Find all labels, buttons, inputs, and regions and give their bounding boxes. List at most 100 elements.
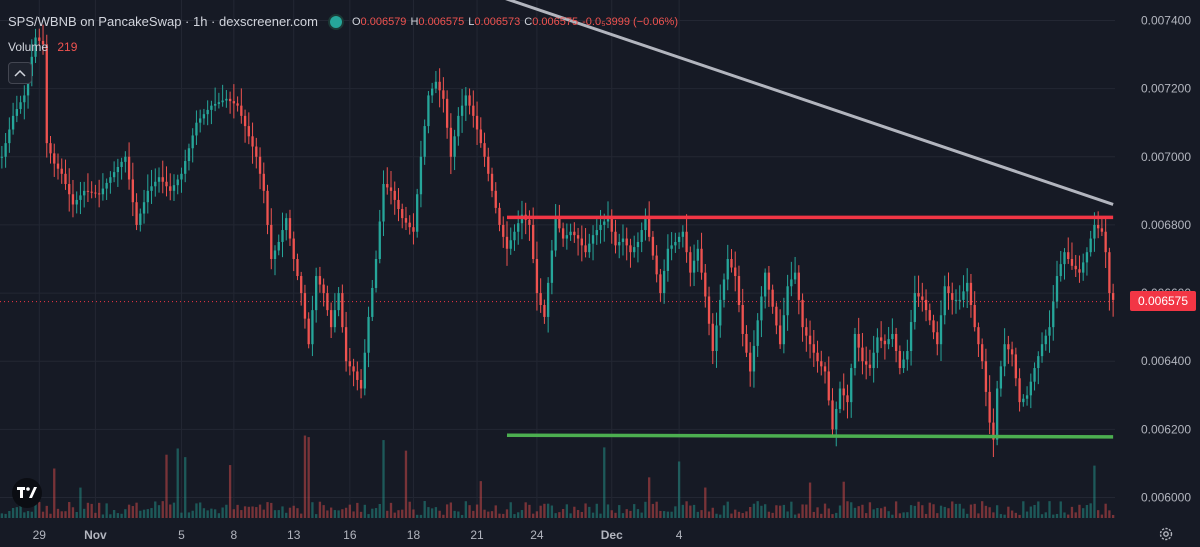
volume-bar bbox=[741, 513, 744, 518]
candle-body bbox=[479, 129, 482, 144]
candle-body bbox=[79, 195, 82, 200]
volume-bar bbox=[995, 505, 999, 518]
candle-body bbox=[329, 310, 333, 328]
candle-body bbox=[954, 299, 958, 301]
candle-body bbox=[924, 299, 928, 311]
volume-bar bbox=[154, 501, 157, 518]
candle-body bbox=[838, 388, 842, 409]
volume-bar bbox=[296, 508, 299, 518]
volume-bar bbox=[674, 506, 677, 518]
candle-body bbox=[872, 352, 875, 369]
volume-bar bbox=[778, 505, 782, 518]
candle-body bbox=[782, 315, 786, 345]
candle-body bbox=[558, 218, 561, 229]
volume-bar bbox=[281, 506, 284, 518]
candle-body bbox=[1003, 344, 1006, 367]
candle-body bbox=[700, 248, 703, 273]
collapse-legend-button[interactable] bbox=[8, 62, 32, 84]
candle-body bbox=[595, 230, 598, 236]
candle-body bbox=[154, 181, 157, 187]
volume-bar bbox=[195, 503, 198, 518]
volume-bar bbox=[1025, 511, 1029, 518]
candle-body bbox=[778, 325, 782, 345]
volume-bar bbox=[1085, 505, 1089, 518]
candle-body bbox=[1067, 252, 1070, 259]
volume-bar bbox=[865, 513, 868, 518]
volume-bar bbox=[1093, 465, 1096, 518]
candle-body bbox=[517, 223, 520, 232]
candle-body bbox=[34, 37, 37, 57]
candle-body bbox=[853, 333, 857, 369]
volume-bar bbox=[367, 514, 370, 518]
candle-body bbox=[909, 322, 913, 352]
volume-bar bbox=[442, 514, 445, 518]
time-axis: 29 Nov 5 8 13 16 18 21 24 Dec 4 bbox=[33, 528, 683, 542]
candle-body bbox=[352, 366, 355, 372]
candle-body bbox=[382, 184, 385, 222]
volume-bar bbox=[341, 509, 344, 518]
candle-body bbox=[210, 105, 213, 110]
candle-body bbox=[734, 267, 737, 277]
volume-bar bbox=[460, 514, 464, 518]
candle-body bbox=[270, 224, 273, 259]
volume-bar bbox=[599, 513, 602, 518]
volume-bar bbox=[60, 511, 63, 518]
volume-bar bbox=[763, 504, 767, 518]
price-change: -0.0₅3999 (−0.06%) bbox=[582, 15, 678, 28]
volume-bar bbox=[831, 514, 834, 518]
volume-bar bbox=[165, 454, 168, 518]
volume-bar bbox=[614, 512, 617, 518]
volume-bar bbox=[101, 514, 105, 518]
volume-bar bbox=[681, 504, 685, 518]
gear-icon[interactable] bbox=[1158, 526, 1174, 542]
candle-body bbox=[543, 305, 546, 317]
volume-bar bbox=[457, 511, 460, 518]
tradingview-logo-icon[interactable] bbox=[12, 478, 42, 508]
candle-body bbox=[157, 177, 161, 182]
candle-body bbox=[49, 143, 52, 154]
candle-body bbox=[662, 270, 666, 294]
volume-bar bbox=[41, 511, 45, 518]
volume-bar bbox=[94, 512, 97, 518]
volume-bar bbox=[898, 513, 902, 518]
volume-bar bbox=[969, 504, 973, 518]
candle-body bbox=[120, 161, 123, 167]
candle-body bbox=[453, 136, 456, 157]
volume-bar bbox=[767, 511, 771, 518]
candle-body bbox=[745, 333, 748, 353]
candle-body bbox=[112, 172, 116, 178]
volume-bar bbox=[430, 508, 434, 518]
candle-body bbox=[1044, 335, 1047, 345]
volume-bar bbox=[850, 502, 853, 518]
volume-bar bbox=[75, 511, 78, 518]
candle-body bbox=[1082, 262, 1085, 273]
candle-body bbox=[213, 103, 217, 106]
volume-bar bbox=[595, 503, 598, 518]
candle-body bbox=[599, 224, 602, 231]
volume-bar bbox=[749, 506, 752, 518]
candle-body bbox=[161, 177, 164, 182]
candle-body bbox=[887, 339, 890, 345]
ohlc-close-key: C bbox=[524, 15, 533, 28]
volume-bar bbox=[981, 501, 984, 518]
volume-bar bbox=[236, 504, 239, 518]
candle-body bbox=[449, 127, 453, 157]
volume-bar bbox=[412, 509, 415, 518]
volume-bar bbox=[438, 510, 441, 518]
candle-body bbox=[625, 238, 628, 246]
candle-body bbox=[135, 202, 138, 225]
candle-body bbox=[569, 231, 572, 236]
candle-body bbox=[142, 202, 146, 214]
volume-bar bbox=[434, 507, 438, 518]
volume-bar bbox=[356, 502, 359, 518]
time-tick-label: 24 bbox=[530, 528, 544, 542]
drawing-overlays bbox=[505, 0, 1114, 439]
candle-body bbox=[172, 185, 176, 191]
candle-body bbox=[408, 222, 411, 228]
volume-bar bbox=[401, 509, 404, 518]
volume-bar bbox=[827, 508, 830, 518]
volume-bar bbox=[906, 512, 909, 518]
volume-bar bbox=[423, 501, 426, 518]
